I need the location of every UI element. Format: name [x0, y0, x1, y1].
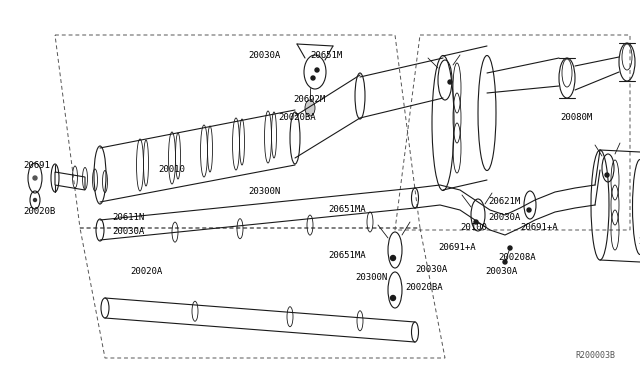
Text: 200208A: 200208A: [498, 253, 536, 263]
Circle shape: [33, 199, 36, 202]
Ellipse shape: [305, 100, 315, 116]
Circle shape: [390, 256, 396, 260]
Text: 20110: 20110: [638, 237, 640, 247]
Text: 20030A: 20030A: [248, 51, 280, 60]
Text: 20020BA: 20020BA: [278, 113, 316, 122]
Circle shape: [508, 246, 512, 250]
Text: 20300N: 20300N: [248, 187, 280, 196]
Circle shape: [503, 260, 507, 264]
Text: 20651MA: 20651MA: [328, 250, 365, 260]
Text: 20651M: 20651M: [310, 51, 342, 60]
Text: 20691+A: 20691+A: [438, 244, 476, 253]
Text: 20030A: 20030A: [488, 214, 520, 222]
Circle shape: [311, 76, 315, 80]
Circle shape: [448, 80, 452, 84]
Text: 20020B: 20020B: [23, 208, 55, 217]
Text: 20691: 20691: [23, 160, 50, 170]
Text: 20651MA: 20651MA: [328, 205, 365, 215]
Text: 20621M: 20621M: [488, 198, 520, 206]
Text: 20692M: 20692M: [293, 96, 325, 105]
Text: 20300N: 20300N: [355, 273, 387, 282]
Text: 20611N: 20611N: [112, 214, 144, 222]
Text: R200003B: R200003B: [575, 350, 615, 359]
Text: 20020BA: 20020BA: [405, 283, 443, 292]
Circle shape: [527, 208, 531, 212]
Text: 20010: 20010: [158, 166, 185, 174]
Circle shape: [605, 173, 609, 177]
Circle shape: [474, 220, 478, 224]
Text: 20100: 20100: [460, 224, 487, 232]
Circle shape: [390, 295, 396, 301]
Text: 20020A: 20020A: [130, 267, 163, 276]
Text: 20030A: 20030A: [112, 227, 144, 235]
Circle shape: [33, 176, 37, 180]
Text: 20080M: 20080M: [560, 113, 592, 122]
Text: 20030A: 20030A: [485, 267, 517, 276]
Text: 20691+A: 20691+A: [520, 224, 557, 232]
Text: 20030A: 20030A: [415, 266, 447, 275]
Circle shape: [315, 68, 319, 72]
